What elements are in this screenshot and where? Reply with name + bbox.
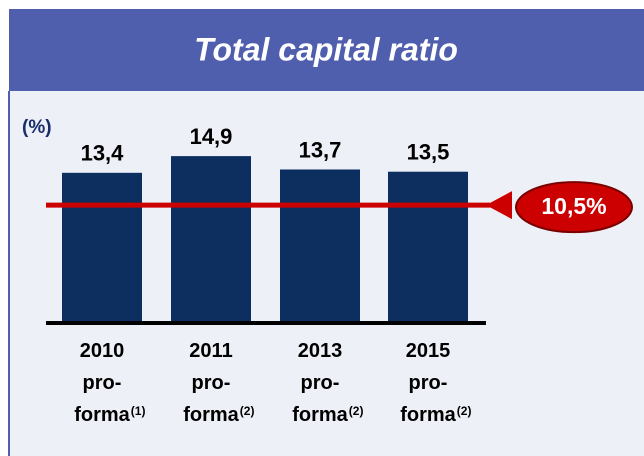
footnote: (1) <box>131 404 146 418</box>
value-label: 13,4 <box>81 141 125 166</box>
x-tick-line: forma <box>292 404 348 426</box>
x-tick-line: pro- <box>409 372 448 394</box>
x-tick-label: 2010 pro-forma <box>74 340 130 426</box>
x-tick-line: pro- <box>301 372 340 394</box>
x-tick-line: 2015 <box>406 340 451 362</box>
x-tick-label: 2015 pro-forma <box>400 340 456 426</box>
x-tick-line: forma <box>183 404 239 426</box>
bar <box>62 172 142 322</box>
x-tick-line: forma <box>74 404 130 426</box>
bar <box>280 169 360 322</box>
bar <box>171 156 251 322</box>
bar <box>388 171 468 322</box>
x-tick-line: 2010 <box>80 340 125 362</box>
value-label: 13,7 <box>299 137 342 162</box>
footnote: (2) <box>240 404 255 418</box>
value-label: 14,9 <box>190 124 233 149</box>
chart-title: Total capital ratio <box>194 31 458 67</box>
footnote: (2) <box>457 404 472 418</box>
y-axis-label: (%) <box>22 117 52 138</box>
x-tick-label: 2013 pro-forma <box>292 340 348 426</box>
reference-badge <box>515 181 633 234</box>
title-band <box>9 9 644 91</box>
value-label: 13,5 <box>407 140 450 165</box>
footnote: (2) <box>349 404 364 418</box>
reference-marker <box>486 191 512 220</box>
x-tick-line: pro- <box>192 372 231 394</box>
x-tick-line: pro- <box>83 372 122 394</box>
x-tick-line: 2013 <box>298 340 343 362</box>
x-tick-line: forma <box>400 404 456 426</box>
x-tick-label: 2011 pro-forma <box>183 340 239 426</box>
x-tick-line: 2011 <box>189 340 232 362</box>
reference-label: 10,5% <box>541 193 606 219</box>
